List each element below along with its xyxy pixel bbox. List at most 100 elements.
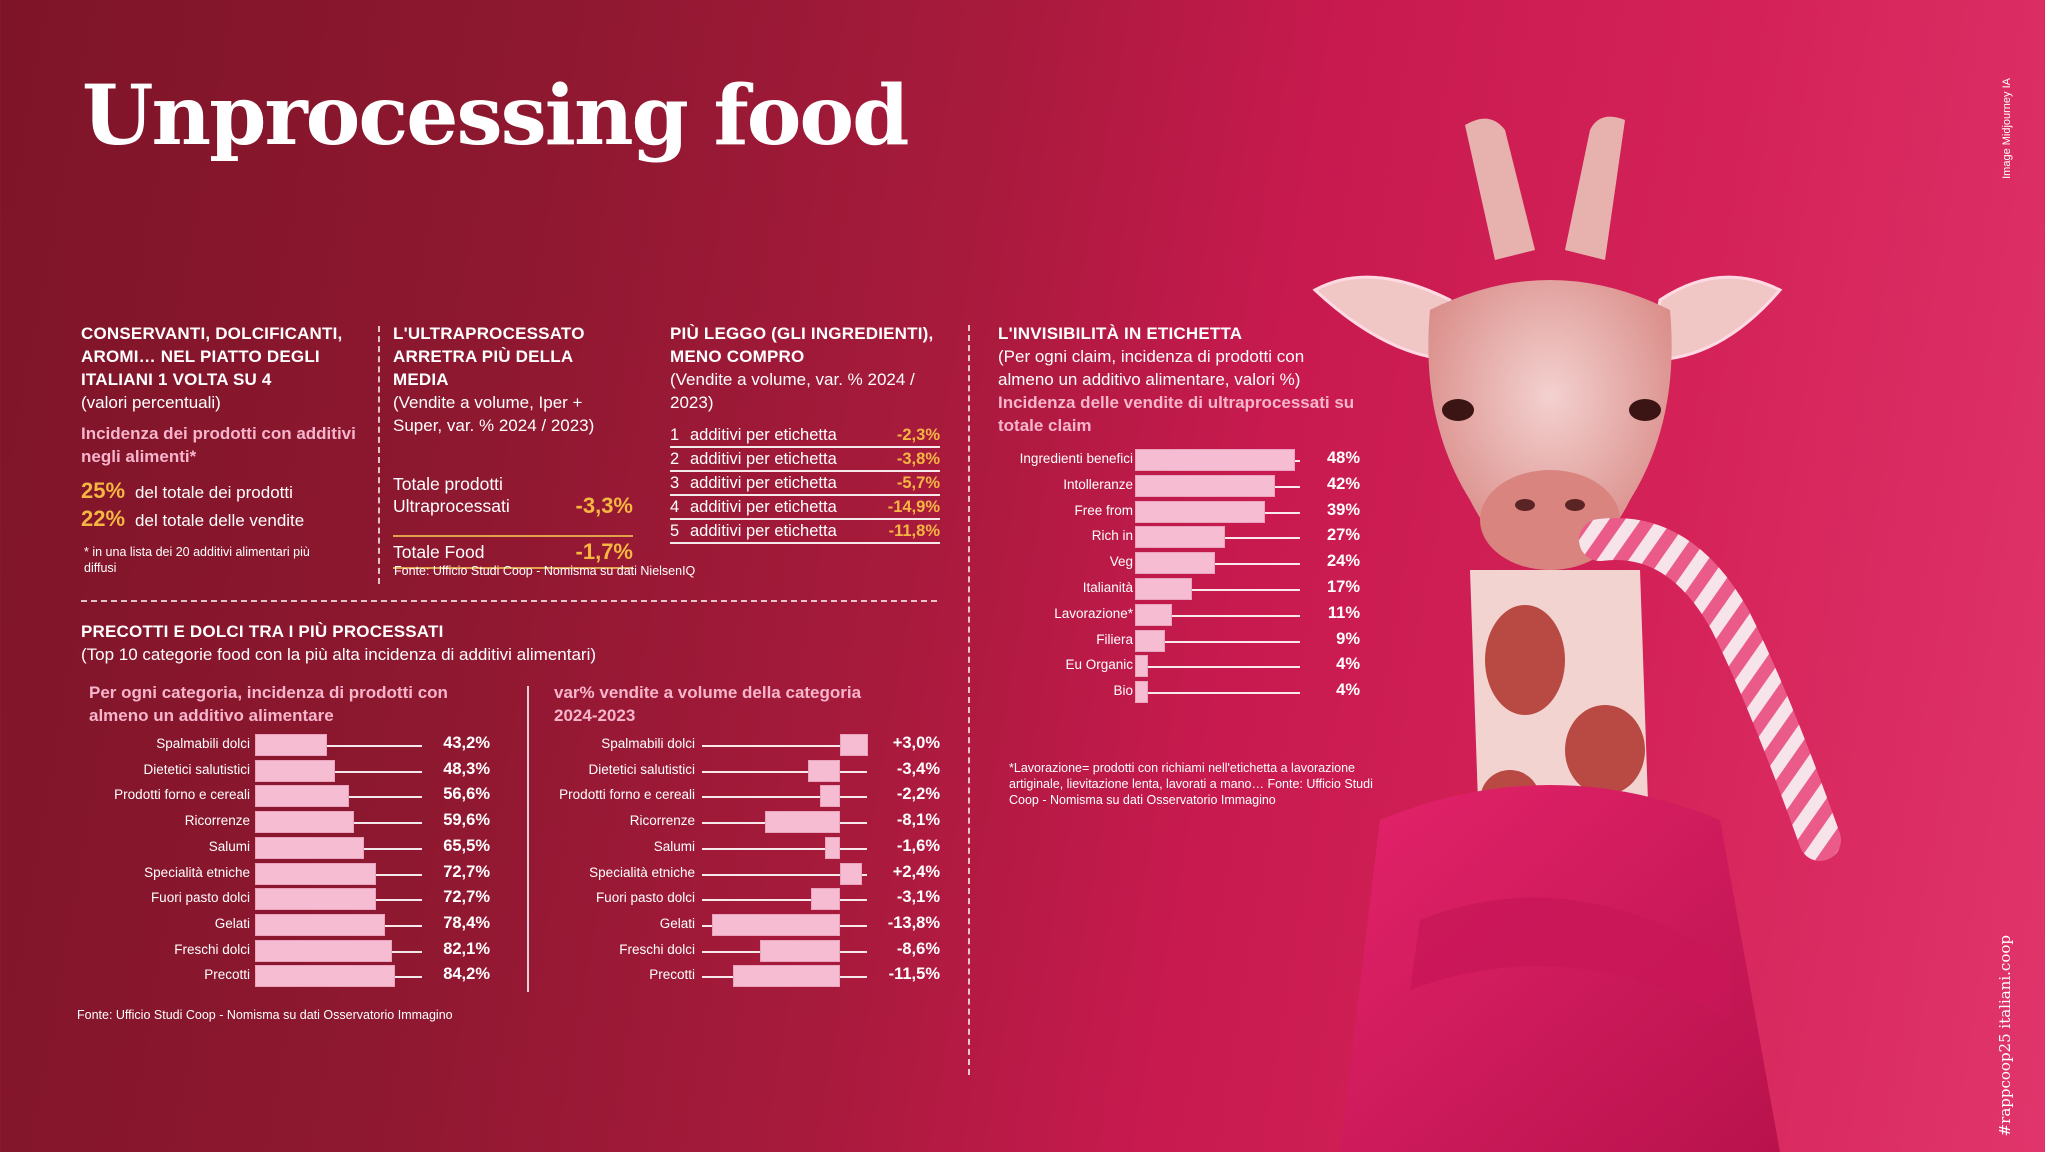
category-label: Gelati — [214, 915, 250, 931]
value-label: -8,1% — [896, 811, 940, 830]
bar — [760, 939, 840, 962]
value-label: 4% — [1336, 655, 1360, 674]
connector-line — [255, 745, 422, 747]
connector-line — [702, 796, 867, 799]
value-label: -8,6% — [896, 939, 940, 958]
additives-table: 1 additivi per etichetta -2,3% 2 additivi p… — [670, 424, 940, 544]
hashtag: #rappcoop25 italiani.coop — [1996, 935, 2014, 1137]
category-label: Fuori pasto dolci — [595, 890, 695, 906]
bar — [1135, 500, 1265, 523]
bar — [255, 965, 395, 988]
row-label: Totale prodotti Ultraprocessati — [393, 473, 543, 537]
value-label: 65,5% — [443, 836, 490, 855]
category-label: Dietetici salutistici — [143, 761, 250, 777]
bar — [1135, 655, 1149, 678]
section-additives-share: CONSERVANTI, DOLCIFICANTI, AROMI… NEL PI… — [81, 322, 371, 576]
category-label: Free from — [1074, 502, 1133, 518]
category-label: Salumi — [208, 838, 250, 854]
row-value: -11,8% — [874, 519, 940, 544]
category-label: Prodotti forno e cereali — [559, 787, 695, 803]
row-label: additivi per etichetta — [690, 447, 875, 472]
divider — [527, 686, 529, 992]
category-label: Freschi dolci — [174, 941, 250, 957]
value-label: -3,4% — [896, 759, 940, 778]
stat-row: 22% del totale delle vendite — [81, 506, 371, 532]
table-row: 4 additivi per etichetta -14,9% — [670, 495, 940, 520]
section-top-categories: PRECOTTI E DOLCI TRA I PIÙ PROCESSATI (T… — [81, 620, 681, 666]
stat-value: 22% — [81, 506, 126, 531]
value-label: 42% — [1326, 474, 1360, 493]
section3-subheading: (Vendite a volume, var. % 2024 / 2023) — [670, 370, 915, 412]
ossicone-right — [1565, 116, 1625, 261]
section5-heading: PRECOTTI E DOLCI TRA I PIÙ PROCESSATI — [81, 622, 444, 641]
chart-row: Ingredienti benefici 48% — [1000, 448, 1360, 474]
section5-left-heading: Per ogni categoria, incidenza di prodott… — [89, 683, 448, 725]
stat-value: 25% — [81, 478, 126, 503]
value-label: 4% — [1336, 681, 1360, 700]
section-ultraprocessed-decline: L'ULTRAPROCESSATO ARRETRA PIÙ DELLA MEDI… — [393, 322, 633, 569]
row-value: -3,3% — [543, 473, 633, 537]
section1-footnote: * in una lista dei 20 additivi alimentar… — [84, 545, 310, 575]
bar — [255, 913, 386, 936]
bar — [1135, 603, 1172, 626]
bar — [733, 965, 840, 988]
category-label: Eu Organic — [1065, 657, 1133, 673]
category-label: Italianità — [1082, 580, 1133, 595]
row-label: additivi per etichetta — [690, 424, 875, 448]
section1-subheading: (valori percentuali) — [81, 393, 221, 412]
value-label: 72,7% — [443, 888, 490, 907]
chart-row: Intolleranze 42% — [1000, 474, 1360, 500]
value-label: 72,7% — [443, 862, 490, 881]
table-row: Totale Food -1,7% — [393, 536, 633, 569]
connector-line — [702, 899, 867, 902]
chart-row: Prodotti forno e cereali -2,2% — [520, 784, 940, 810]
value-label: +2,4% — [892, 862, 940, 881]
row-number: 3 — [670, 471, 690, 496]
bar — [255, 836, 364, 859]
value-label: 43,2% — [443, 734, 490, 752]
chart-row: Eu Organic 4% — [1000, 654, 1360, 680]
bar — [840, 862, 863, 885]
row-label: additivi per etichetta — [690, 471, 875, 496]
category-label: Bio — [1113, 683, 1133, 699]
chart-row: Specialità etniche +2,4% — [520, 862, 940, 888]
value-label: 78,4% — [443, 913, 490, 932]
incidence-chart: Spalmabili dolci 43,2% Dietetici salutisti… — [60, 733, 490, 993]
bar — [1135, 449, 1295, 471]
value-label: -13,8% — [887, 913, 940, 932]
row-value: -2,3% — [874, 424, 940, 448]
category-label: Freschi dolci — [619, 941, 695, 957]
category-label: Prodotti forno e cereali — [114, 787, 250, 803]
section-label-invisibility: L'INVISIBILITÀ IN ETICHETTA (Per ogni cl… — [998, 322, 1368, 437]
category-label: Fuori pasto dolci — [150, 890, 250, 906]
chart-row: Prodotti forno e cereali 56,6% — [60, 784, 490, 810]
category-label: Rich in — [1091, 528, 1133, 544]
stat-row: 25% del totale dei prodotti — [81, 478, 371, 504]
value-label: -1,6% — [896, 836, 940, 855]
source-immagino: Fonte: Ufficio Studi Coop - Nomisma su d… — [77, 1008, 453, 1022]
section4-footnote: *Lavorazione= prodotti con richiami nell… — [1009, 761, 1373, 807]
chart-row: Spalmabili dolci 43,2% — [60, 733, 490, 759]
category-label: Gelati — [659, 915, 695, 931]
category-label: Precotti — [649, 967, 695, 983]
chart-row: Dietetici salutistici -3,4% — [520, 759, 940, 785]
bar — [1135, 681, 1149, 704]
bar — [1135, 474, 1275, 497]
chart-row: Veg 24% — [1000, 551, 1360, 577]
bar — [764, 811, 840, 834]
section3-heading: PIÙ LEGGO (GLI INGREDIENTI), MENO COMPRO — [670, 324, 934, 366]
value-label: 84,2% — [443, 965, 490, 984]
connector-line — [1135, 692, 1300, 695]
chart-row: Freschi dolci -8,6% — [520, 939, 940, 965]
bar — [819, 785, 840, 808]
table-row: 2 additivi per etichetta -3,8% — [670, 447, 940, 472]
bar — [808, 759, 840, 782]
chart-row: Spalmabili dolci +3,0% — [520, 733, 940, 759]
section-additives-per-label: PIÙ LEGGO (GLI INGREDIENTI), MENO COMPRO… — [670, 322, 940, 544]
bar — [255, 734, 327, 756]
value-label: -2,2% — [896, 785, 940, 804]
chart-row: Rich in 27% — [1000, 525, 1360, 551]
bar — [255, 785, 350, 808]
connector-line — [702, 847, 867, 850]
source-nielseniq: Fonte: Ufficio Studi Coop - Nomisma su d… — [394, 564, 696, 578]
